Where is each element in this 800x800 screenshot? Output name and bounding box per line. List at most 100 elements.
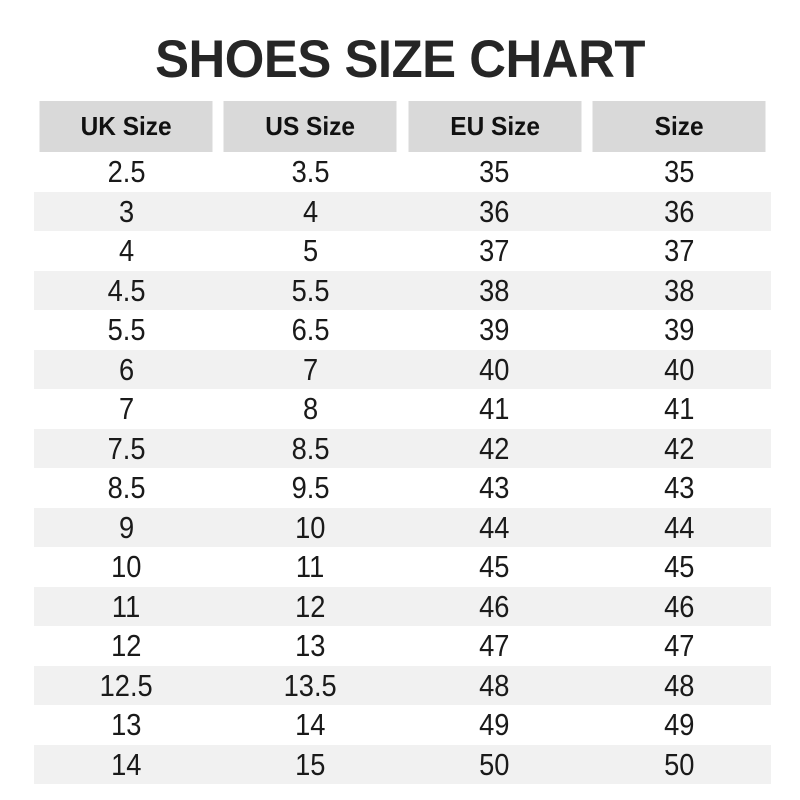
- column-header-eu-size: EU Size: [408, 101, 582, 152]
- table-row: 3 4 36 36: [34, 191, 771, 231]
- table-cell: 11: [218, 547, 403, 587]
- table-cell: 7: [34, 389, 219, 429]
- table-cell: 36: [402, 191, 587, 231]
- table-cell: 43: [586, 468, 771, 508]
- cell-value: 5.5: [107, 312, 146, 347]
- table-row: 2.5 3.5 35 35: [34, 152, 771, 192]
- cell-value: 9: [118, 509, 134, 545]
- table-row: 4.5 5.5 38 38: [34, 270, 771, 310]
- table-row: 11 12 46 46: [34, 586, 771, 626]
- size-chart-table: UK Size US Size EU Size Size 2.5 3.5 35 35 3…: [34, 101, 771, 784]
- table-cell: 4.5: [34, 270, 219, 310]
- table-cell: 8.5: [218, 428, 403, 468]
- table-cell: 44: [402, 507, 587, 547]
- cell-value: 48: [479, 667, 510, 703]
- cell-value: 7: [302, 351, 318, 387]
- table-row: 13 14 49 49: [34, 705, 771, 745]
- cell-value: 2.5: [107, 154, 146, 189]
- table-row: 4 5 37 37: [34, 231, 771, 271]
- table-cell: 37: [402, 231, 587, 271]
- table-row: 6 7 40 40: [34, 349, 771, 389]
- cell-value: 8: [302, 391, 318, 426]
- cell-value: 14: [295, 707, 326, 742]
- table-cell: 47: [586, 626, 771, 666]
- table-cell: 6.5: [218, 310, 403, 350]
- table-cell: 42: [586, 428, 771, 468]
- table-cell: 41: [586, 389, 771, 429]
- cell-value: 4: [118, 233, 134, 268]
- cell-value: 9.5: [291, 470, 330, 505]
- table-cell: 43: [402, 468, 587, 508]
- cell-value: 43: [479, 470, 510, 505]
- cell-value: 47: [479, 628, 510, 663]
- cell-value: 39: [479, 312, 510, 347]
- table-cell: 40: [402, 349, 587, 389]
- cell-value: 3.5: [291, 154, 330, 189]
- table-cell: 47: [402, 626, 587, 666]
- cell-value: 40: [663, 351, 695, 387]
- table-cell: 46: [402, 586, 587, 626]
- table-cell: 36: [586, 191, 771, 231]
- cell-value: 12.5: [99, 667, 153, 703]
- column-header-us-size: US Size: [223, 101, 397, 152]
- table-cell: 50: [586, 744, 771, 784]
- table-cell: 5: [218, 231, 403, 271]
- table-cell: 14: [34, 744, 219, 784]
- table-cell: 46: [586, 586, 771, 626]
- table-row: 14 15 50 50: [34, 744, 771, 784]
- table-cell: 2.5: [34, 152, 219, 192]
- cell-value: 47: [663, 628, 695, 663]
- table-cell: 14: [218, 705, 403, 745]
- cell-value: 44: [479, 509, 510, 545]
- cell-value: 8.5: [107, 470, 146, 505]
- table-cell: 12: [34, 626, 219, 666]
- table-cell: 13.5: [218, 665, 403, 705]
- table-cell: 41: [402, 389, 587, 429]
- column-header-size: Size: [592, 101, 766, 152]
- cell-value: 37: [663, 233, 695, 268]
- cell-value: 4.5: [107, 272, 146, 308]
- cell-value: 46: [663, 588, 695, 624]
- table-cell: 8.5: [34, 468, 219, 508]
- table-header: UK Size US Size EU Size Size: [34, 101, 771, 152]
- cell-value: 45: [663, 549, 695, 584]
- table-cell: 44: [586, 507, 771, 547]
- table-cell: 5.5: [218, 270, 403, 310]
- cell-value: 11: [111, 588, 141, 624]
- cell-value: 38: [479, 272, 510, 308]
- cell-value: 8.5: [291, 430, 330, 466]
- cell-value: 41: [479, 391, 510, 426]
- cell-value: 44: [663, 509, 695, 545]
- cell-value: 35: [663, 154, 695, 189]
- cell-value: 36: [479, 193, 510, 229]
- table-cell: 38: [586, 270, 771, 310]
- cell-value: 37: [479, 233, 510, 268]
- cell-value: 40: [479, 351, 510, 387]
- table-header-row: UK Size US Size EU Size Size: [34, 101, 771, 152]
- table-cell: 42: [402, 428, 587, 468]
- table-cell: 9: [34, 507, 219, 547]
- table-cell: 12: [218, 586, 403, 626]
- cell-value: 14: [110, 746, 142, 782]
- cell-value: 10: [110, 549, 142, 584]
- cell-value: 42: [663, 430, 695, 466]
- column-header-uk-size: UK Size: [39, 101, 213, 152]
- cell-value: 36: [663, 193, 695, 229]
- cell-value: 15: [295, 746, 326, 782]
- cell-value: 6.5: [291, 312, 330, 347]
- cell-value: 42: [479, 430, 510, 466]
- cell-value: 41: [663, 391, 695, 426]
- cell-value: 13: [295, 628, 326, 663]
- table-row: 7 8 41 41: [34, 389, 771, 429]
- cell-value: 11: [296, 549, 325, 584]
- table-cell: 3: [34, 191, 219, 231]
- page-title: SHOES SIZE CHART: [155, 30, 645, 89]
- table-cell: 48: [586, 665, 771, 705]
- cell-value: 45: [479, 549, 510, 584]
- table-cell: 13: [218, 626, 403, 666]
- cell-value: 4: [302, 193, 318, 229]
- cell-value: 5: [302, 233, 318, 268]
- cell-value: 39: [663, 312, 695, 347]
- table-cell: 9.5: [218, 468, 403, 508]
